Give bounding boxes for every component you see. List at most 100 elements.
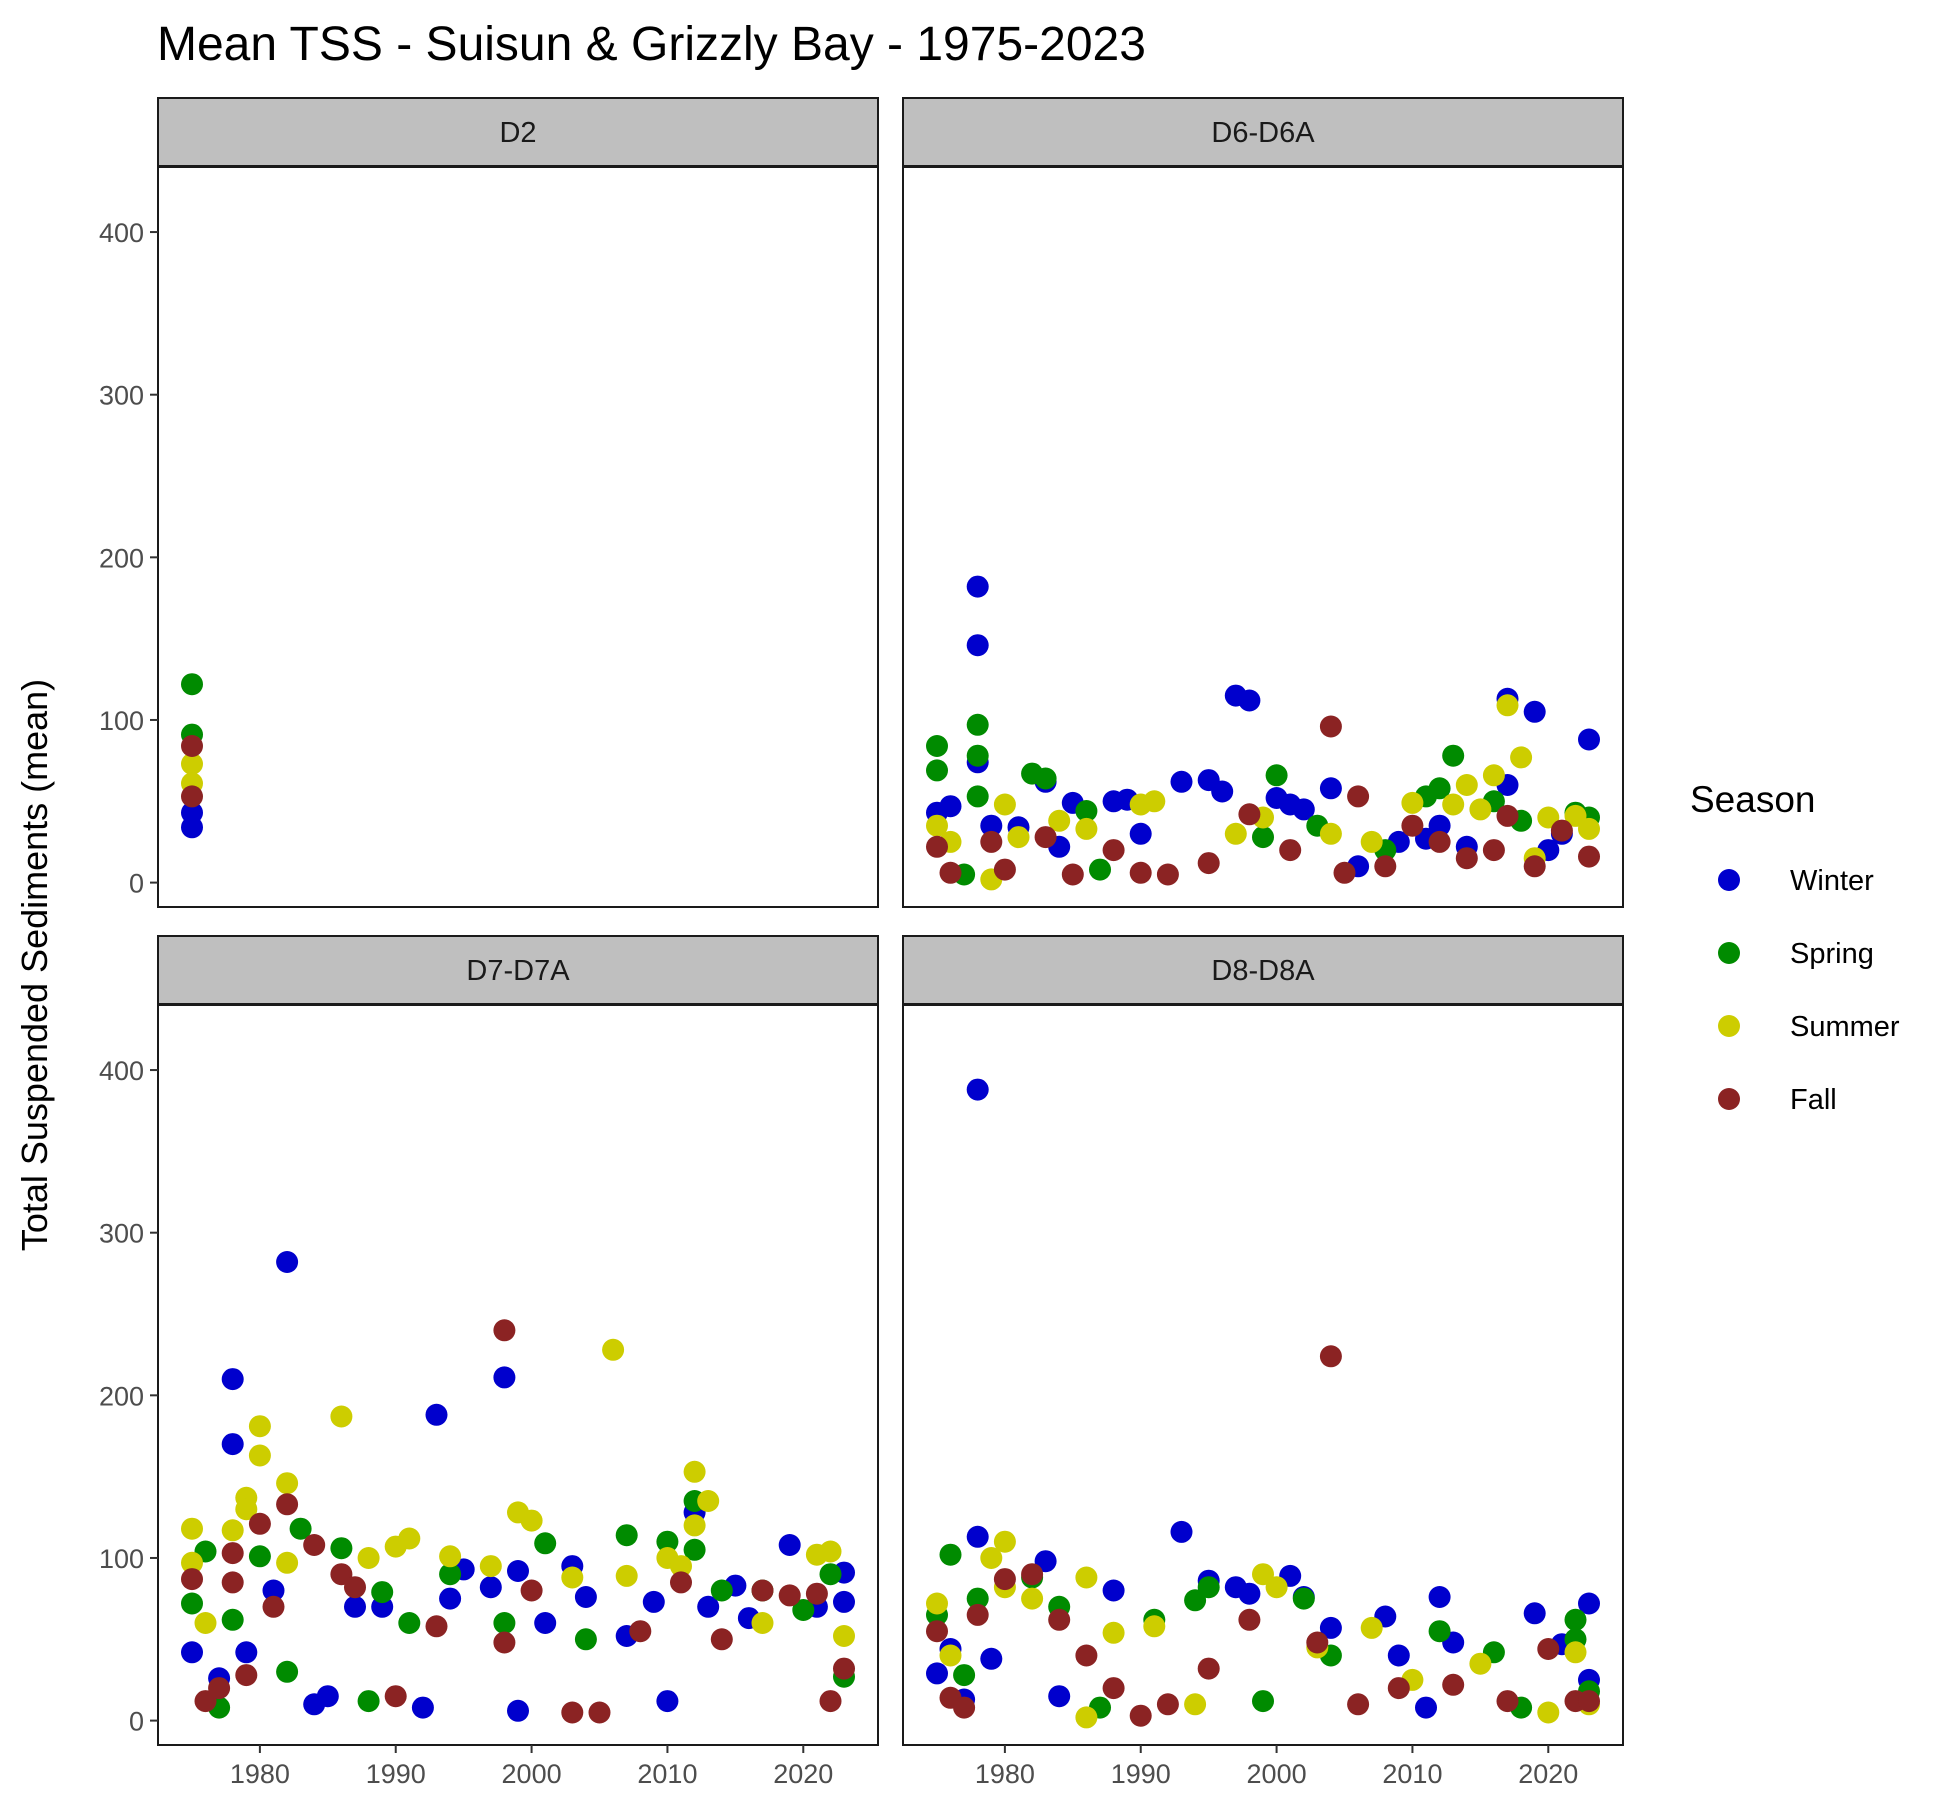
panel-border [157, 166, 879, 908]
point-winter [181, 1641, 203, 1664]
panel-points [181, 673, 203, 839]
point-fall [384, 1685, 407, 1708]
point-summer [980, 1547, 1003, 1569]
point-winter [642, 1590, 665, 1613]
point-fall [1129, 861, 1152, 884]
point-summer [276, 1472, 299, 1495]
point-winter [439, 1587, 462, 1610]
point-fall [926, 1620, 948, 1643]
point-summer [683, 1514, 706, 1537]
legend-label: Fall [1790, 1084, 1837, 1116]
point-fall [1319, 1345, 1342, 1368]
point-fall [1034, 826, 1057, 849]
point-winter [411, 1696, 434, 1719]
point-winter [1238, 689, 1261, 712]
point-fall [1374, 855, 1397, 878]
panel-d6-d6a: D6-D6A [902, 97, 1624, 908]
legend-item-fall: Fall [1718, 1084, 1837, 1116]
panel-strip-label: D8-D8A [1211, 955, 1315, 987]
point-winter [181, 801, 203, 824]
point-fall [208, 1677, 231, 1700]
point-spring [1034, 767, 1057, 790]
point-winter [966, 634, 989, 657]
point-summer [1184, 1693, 1207, 1716]
point-fall [1129, 1704, 1152, 1727]
point-summer [1224, 822, 1247, 845]
point-spring [792, 1599, 815, 1621]
point-fall [1442, 1673, 1465, 1696]
point-summer [1442, 793, 1465, 816]
point-summer [439, 1545, 462, 1568]
point-spring [181, 1592, 203, 1615]
x-tick-label: 2020 [1518, 1759, 1578, 1789]
x-tick-label: 2000 [502, 1759, 562, 1789]
point-winter [534, 1612, 557, 1634]
point-spring [330, 1537, 353, 1560]
legend: Season Winter Spring Summer Fall [1690, 779, 1900, 1116]
point-spring [926, 759, 948, 782]
point-summer [1021, 1587, 1044, 1610]
point-winter [507, 1560, 529, 1582]
point-fall [1238, 803, 1261, 826]
point-fall [993, 858, 1016, 881]
legend-label: Summer [1790, 1011, 1900, 1043]
point-summer [248, 1415, 271, 1438]
point-fall [1482, 839, 1505, 862]
point-summer [1455, 774, 1478, 796]
point-summer [1319, 822, 1342, 845]
point-winter [574, 1586, 597, 1608]
point-fall [561, 1701, 584, 1724]
point-summer [670, 1555, 692, 1578]
facet-panels: D2 0 100 200 300 400 D6-D6A D7-D7A 0 100 200 300 400… [99, 97, 1624, 1789]
point-fall [980, 830, 1003, 853]
point-summer [248, 1444, 271, 1467]
panel-strip-label: D7-D7A [466, 955, 570, 987]
point-summer [697, 1490, 720, 1512]
point-spring [1442, 744, 1465, 767]
point-winter [1523, 700, 1546, 723]
point-fall [221, 1542, 244, 1565]
point-summer [181, 1551, 203, 1574]
point-winter [966, 1525, 989, 1548]
legend-label: Spring [1790, 938, 1874, 970]
point-spring [1252, 1690, 1274, 1713]
y-tick-label: 100 [99, 706, 144, 736]
point-fall [1333, 861, 1356, 884]
point-winter [425, 1403, 448, 1426]
point-spring [926, 735, 948, 757]
point-fall [1197, 852, 1220, 875]
point-spring [1428, 1620, 1451, 1643]
point-summer [1469, 1652, 1492, 1675]
point-summer [1102, 1621, 1125, 1644]
panel-d2: D2 0 100 200 300 400 [99, 97, 879, 908]
x-tick-label: 1980 [975, 1759, 1035, 1789]
point-spring [966, 785, 989, 808]
point-winter [966, 1078, 989, 1101]
point-summer [1143, 1615, 1166, 1638]
point-summer [833, 1625, 855, 1647]
point-fall [939, 861, 962, 884]
point-fall [262, 1595, 285, 1618]
point-winter [1129, 822, 1152, 845]
point-fall [1238, 1608, 1261, 1631]
point-summer [520, 1509, 543, 1532]
panel-border [157, 1004, 879, 1746]
point-summer [1360, 1616, 1383, 1639]
y-tick-label: 300 [99, 1219, 144, 1249]
y-axis-title: Total Suspended Sediments (mean) [14, 679, 55, 1251]
y-tick-label: 400 [99, 1056, 144, 1086]
point-fall [629, 1620, 652, 1643]
point-winter [221, 1368, 244, 1391]
point-winter [1428, 1586, 1451, 1608]
point-spring [398, 1612, 421, 1634]
point-summer [1496, 694, 1519, 717]
point-winter [1170, 770, 1193, 793]
point-fall [1496, 1690, 1519, 1713]
point-fall [710, 1628, 733, 1651]
point-fall [926, 835, 948, 858]
point-fall [1537, 1638, 1560, 1660]
point-spring [683, 1538, 706, 1561]
point-spring [357, 1690, 380, 1713]
point-fall [805, 1582, 828, 1605]
point-spring [1197, 1576, 1220, 1599]
